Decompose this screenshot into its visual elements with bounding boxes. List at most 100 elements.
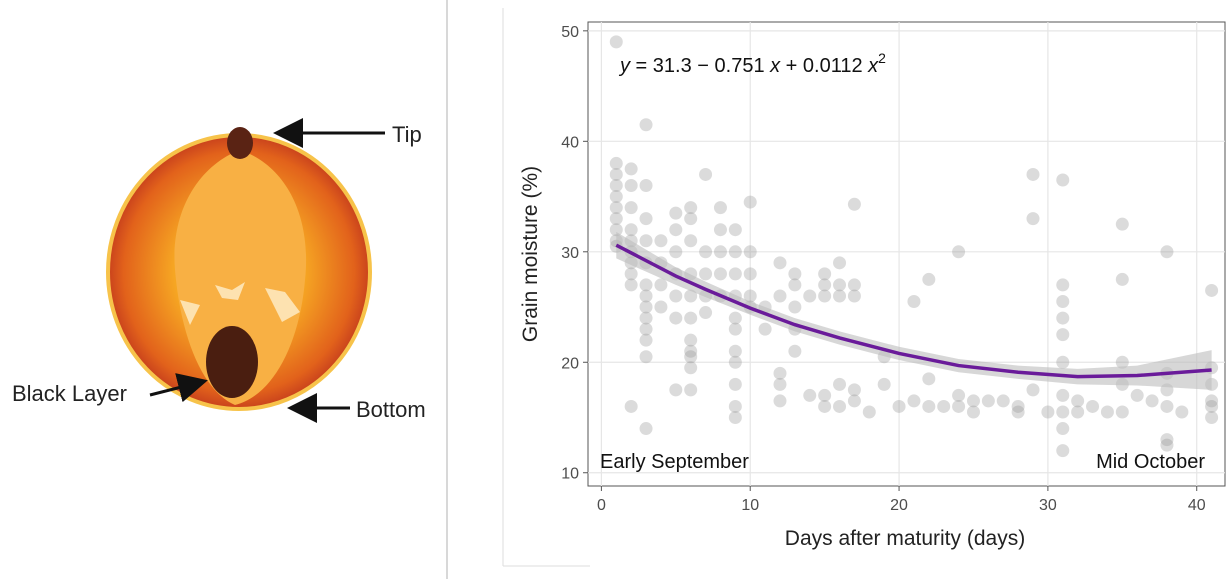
point bbox=[1160, 245, 1174, 259]
point bbox=[788, 344, 802, 358]
point bbox=[684, 344, 698, 358]
point bbox=[669, 311, 683, 325]
point bbox=[847, 394, 861, 408]
label-bottom: Bottom bbox=[356, 397, 426, 422]
point bbox=[877, 377, 891, 391]
point bbox=[684, 311, 698, 325]
point bbox=[1160, 399, 1174, 413]
arrow bbox=[149, 373, 208, 403]
point bbox=[818, 388, 832, 402]
point bbox=[713, 267, 727, 281]
point bbox=[818, 399, 832, 413]
point bbox=[639, 311, 653, 325]
x-tick-label: 40 bbox=[1188, 497, 1206, 514]
point bbox=[699, 167, 713, 181]
point bbox=[773, 366, 787, 380]
point bbox=[743, 289, 757, 303]
point bbox=[669, 383, 683, 397]
point bbox=[922, 399, 936, 413]
point bbox=[1056, 422, 1070, 436]
point bbox=[847, 278, 861, 292]
point bbox=[639, 322, 653, 336]
point bbox=[952, 399, 966, 413]
point bbox=[981, 394, 995, 408]
point bbox=[1056, 355, 1070, 369]
equation-part: 2 bbox=[878, 50, 886, 66]
point bbox=[818, 278, 832, 292]
point bbox=[847, 383, 861, 397]
point bbox=[609, 156, 623, 170]
equation-part: + 0.0112 bbox=[780, 55, 868, 77]
point bbox=[684, 350, 698, 364]
kernel-tip bbox=[227, 127, 253, 159]
point bbox=[639, 289, 653, 303]
point bbox=[907, 295, 921, 309]
point bbox=[684, 201, 698, 215]
y-tick-label: 50 bbox=[561, 24, 579, 41]
label-black-layer: Black Layer bbox=[12, 381, 127, 406]
point bbox=[1130, 388, 1144, 402]
point bbox=[773, 289, 787, 303]
equation-part: = 31.3 − 0.751 bbox=[630, 55, 770, 77]
point bbox=[1175, 405, 1189, 419]
point bbox=[639, 350, 653, 364]
point bbox=[1011, 399, 1025, 413]
point bbox=[966, 394, 980, 408]
point bbox=[684, 383, 698, 397]
point bbox=[818, 267, 832, 281]
point bbox=[684, 212, 698, 226]
kernel-diagram: Tip Black Layer Bottom bbox=[12, 118, 426, 423]
point bbox=[892, 399, 906, 413]
point bbox=[639, 118, 653, 132]
point bbox=[833, 377, 847, 391]
point bbox=[1041, 405, 1055, 419]
point bbox=[624, 179, 638, 193]
y-tick-label: 30 bbox=[561, 245, 579, 262]
point bbox=[1056, 328, 1070, 342]
point bbox=[684, 333, 698, 347]
point bbox=[1056, 295, 1070, 309]
point bbox=[803, 388, 817, 402]
fit-line bbox=[615, 243, 1212, 379]
y-tick-label: 40 bbox=[561, 134, 579, 151]
point bbox=[1056, 388, 1070, 402]
point bbox=[922, 372, 936, 386]
plot-panel bbox=[587, 21, 1226, 487]
point bbox=[743, 267, 757, 281]
point bbox=[952, 388, 966, 402]
point bbox=[1160, 433, 1174, 447]
point bbox=[1056, 405, 1070, 419]
point bbox=[728, 245, 742, 259]
annotation: Mid October bbox=[1096, 451, 1205, 473]
point bbox=[728, 267, 742, 281]
point bbox=[743, 245, 757, 259]
point bbox=[609, 223, 623, 237]
x-tick-label: 30 bbox=[1039, 497, 1057, 514]
point bbox=[788, 267, 802, 281]
equation-part: y bbox=[618, 55, 631, 77]
point bbox=[624, 201, 638, 215]
point bbox=[1205, 399, 1219, 413]
point bbox=[728, 355, 742, 369]
point bbox=[639, 179, 653, 193]
point bbox=[609, 212, 623, 226]
point bbox=[818, 289, 832, 303]
point bbox=[1160, 438, 1174, 452]
point bbox=[624, 223, 638, 237]
point bbox=[669, 289, 683, 303]
point bbox=[833, 278, 847, 292]
point bbox=[1071, 405, 1085, 419]
point bbox=[1056, 311, 1070, 325]
point bbox=[922, 272, 936, 286]
y-tick-label: 10 bbox=[561, 466, 579, 483]
point bbox=[966, 405, 980, 419]
point bbox=[728, 377, 742, 391]
point bbox=[1026, 167, 1040, 181]
point bbox=[609, 179, 623, 193]
point bbox=[803, 289, 817, 303]
point bbox=[788, 278, 802, 292]
point bbox=[669, 245, 683, 259]
point bbox=[639, 422, 653, 436]
point bbox=[669, 206, 683, 220]
